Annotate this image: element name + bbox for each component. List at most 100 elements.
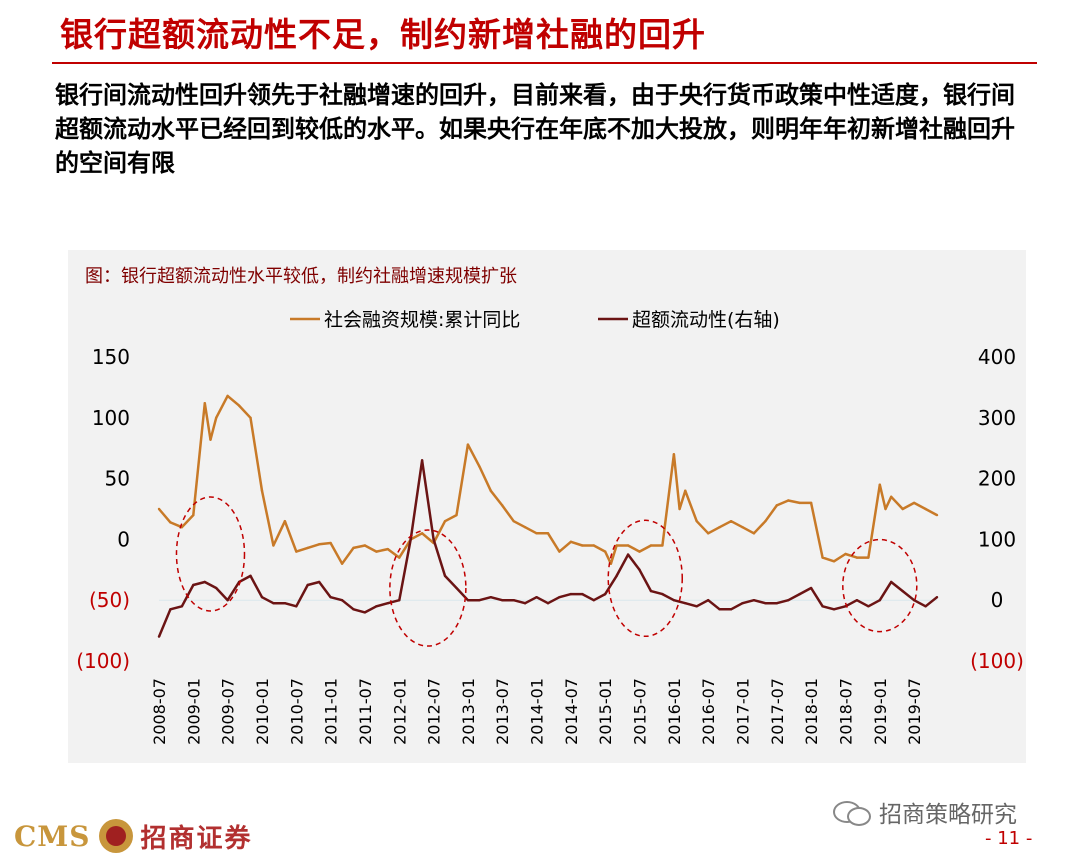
data-point-social-financing — [718, 526, 721, 529]
data-point-excess-liquidity — [180, 605, 184, 608]
data-point-social-financing — [809, 501, 813, 505]
highlight-ellipse — [389, 529, 467, 647]
data-point-social-financing — [604, 550, 607, 553]
slide-body-text: 银行间流动性回升领先于社融增速的回升，目前来看，由于央行货币政策中性适度，银行间… — [55, 80, 1015, 177]
data-point-excess-liquidity — [409, 538, 412, 541]
highlight-ellipse — [842, 538, 918, 633]
data-point-social-financing — [638, 550, 641, 553]
data-point-excess-liquidity — [695, 605, 698, 608]
x-tick-label: 2008-07 — [150, 678, 169, 745]
data-point-excess-liquidity — [489, 595, 492, 599]
watermark-text: 招商策略研究 — [879, 802, 1017, 828]
data-point-excess-liquidity — [283, 602, 287, 605]
y-right-tick-label: 300 — [978, 406, 1016, 430]
x-tick-label: 2018-01 — [802, 678, 821, 745]
data-point-social-financing — [489, 489, 492, 492]
data-point-social-financing — [215, 416, 218, 419]
data-point-excess-liquidity — [317, 580, 321, 584]
data-point-social-financing — [157, 507, 161, 511]
data-point-social-financing — [798, 501, 801, 505]
data-point-excess-liquidity — [775, 602, 779, 605]
data-point-social-financing — [249, 416, 252, 419]
x-tick-label: 2017-01 — [734, 678, 753, 745]
data-point-excess-liquidity — [478, 599, 481, 602]
data-point-social-financing — [684, 489, 687, 492]
data-point-excess-liquidity — [901, 589, 904, 593]
data-point-excess-liquidity — [752, 599, 756, 602]
data-point-social-financing — [283, 519, 287, 523]
data-point-social-financing — [775, 504, 779, 507]
data-point-social-financing — [649, 544, 653, 547]
series-line-social-financing — [158, 394, 938, 565]
data-point-excess-liquidity — [295, 605, 298, 608]
data-point-social-financing — [844, 552, 847, 556]
x-tick-label: 2014-07 — [562, 678, 581, 745]
data-point-social-financing — [363, 544, 367, 547]
wechat-icon — [833, 797, 873, 827]
page-number: - 11 - — [985, 828, 1033, 849]
x-tick-label: 2011-01 — [322, 678, 341, 745]
data-point-social-financing — [787, 499, 790, 502]
data-point-excess-liquidity — [672, 599, 676, 602]
data-point-excess-liquidity — [706, 599, 710, 602]
x-tick-label: 2017-07 — [768, 678, 787, 745]
data-point-excess-liquidity — [535, 595, 538, 599]
highlight-ellipse — [175, 496, 246, 612]
data-point-excess-liquidity — [398, 599, 401, 602]
data-point-social-financing — [455, 513, 458, 517]
data-point-social-financing — [295, 550, 298, 553]
y-left-tick-label: (100) — [76, 649, 130, 673]
data-point-social-financing — [912, 501, 916, 505]
data-point-excess-liquidity — [718, 608, 721, 611]
data-point-excess-liquidity — [249, 574, 252, 578]
data-point-excess-liquidity — [855, 599, 859, 602]
data-point-social-financing — [535, 532, 538, 535]
data-point-excess-liquidity — [821, 605, 824, 608]
data-point-excess-liquidity — [569, 592, 573, 596]
data-point-excess-liquidity — [558, 595, 561, 599]
data-point-social-financing — [203, 402, 206, 405]
data-point-social-financing — [466, 443, 470, 446]
data-point-excess-liquidity — [798, 592, 801, 596]
data-point-excess-liquidity — [592, 599, 595, 602]
data-point-social-financing — [226, 394, 229, 398]
x-tick-label: 2016-07 — [699, 678, 718, 745]
data-point-social-financing — [340, 562, 344, 565]
data-point-excess-liquidity — [581, 592, 584, 596]
data-point-social-financing — [884, 507, 887, 511]
x-tick-label: 2012-07 — [425, 678, 444, 745]
data-point-excess-liquidity — [741, 602, 744, 605]
data-point-social-financing — [169, 521, 172, 524]
data-point-social-financing — [512, 519, 515, 523]
data-point-social-financing — [260, 489, 264, 492]
data-point-excess-liquidity — [878, 599, 881, 602]
wechat-watermark: 招商策略研究 — [833, 795, 1017, 829]
data-point-social-financing — [821, 556, 824, 559]
chart-panel — [68, 250, 1026, 763]
data-point-social-financing — [626, 544, 630, 547]
data-point-excess-liquidity — [867, 605, 870, 608]
y-left-tick-label: (50) — [89, 588, 130, 612]
x-tick-label: 2010-07 — [287, 678, 306, 745]
data-point-excess-liquidity — [226, 599, 229, 602]
data-point-excess-liquidity — [340, 599, 344, 602]
cms-logo-text: CMS — [14, 819, 91, 853]
data-point-social-financing — [192, 513, 195, 517]
data-point-social-financing — [420, 532, 424, 535]
data-point-social-financing — [317, 543, 321, 546]
data-point-excess-liquidity — [626, 553, 630, 556]
data-point-social-financing — [832, 560, 836, 563]
data-point-excess-liquidity — [455, 586, 458, 590]
x-tick-label: 2019-01 — [871, 678, 890, 745]
data-point-social-financing — [855, 556, 859, 559]
data-point-social-financing — [890, 495, 893, 499]
data-point-social-financing — [478, 465, 481, 468]
data-point-excess-liquidity — [157, 635, 161, 638]
data-point-social-financing — [546, 532, 550, 535]
data-point-social-financing — [581, 544, 584, 547]
slide-title: 银行超额流动性不足，制约新增社融的回升 — [60, 15, 706, 54]
data-point-social-financing — [678, 507, 681, 511]
data-point-excess-liquidity — [169, 608, 172, 611]
data-point-excess-liquidity — [306, 583, 309, 587]
